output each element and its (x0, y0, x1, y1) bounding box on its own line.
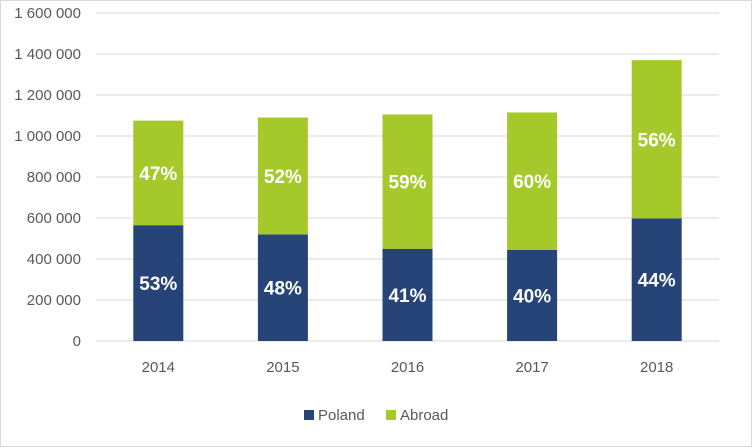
y-tick-label: 1 400 000 (14, 46, 81, 63)
data-label-abroad-2016: 59% (388, 173, 426, 194)
x-tick-label: 2015 (266, 359, 299, 376)
legend-swatch-abroad (386, 410, 396, 420)
bar-abroad-2017 (507, 112, 558, 250)
y-axis-ticks: 0 200 000 400 000 600 000 800 000 1 000 000 1 … (14, 5, 81, 350)
y-tick-label: 200 000 (27, 292, 81, 309)
data-label-poland-2017: 40% (513, 286, 551, 307)
y-tick-label: 1 200 000 (14, 87, 81, 104)
bar-poland-2015 (257, 234, 308, 341)
data-label-poland-2018: 44% (638, 271, 676, 292)
data-label-poland-2014: 53% (139, 274, 177, 295)
legend: Poland Abroad (304, 407, 448, 424)
x-tick-label: 2018 (640, 359, 673, 376)
bar-abroad-2018 (631, 60, 682, 219)
legend-label-abroad: Abroad (400, 407, 448, 424)
bar-poland-2014 (133, 225, 184, 341)
x-tick-label: 2014 (142, 359, 175, 376)
y-tick-label: 0 (73, 333, 81, 350)
x-tick-label: 2016 (391, 359, 424, 376)
y-tick-label: 1 000 000 (14, 128, 81, 145)
y-tick-label: 1 600 000 (14, 5, 81, 22)
bar-poland-2017 (507, 249, 558, 341)
y-tick-label: 600 000 (27, 210, 81, 227)
bar-abroad-2016 (382, 114, 433, 249)
data-label-poland-2015: 48% (264, 279, 302, 300)
x-axis-ticks: 2014 2015 2016 2017 2018 (142, 359, 674, 376)
y-tick-label: 400 000 (27, 251, 81, 268)
data-label-abroad-2017: 60% (513, 172, 551, 193)
legend-swatch-poland (304, 410, 314, 420)
legend-label-poland: Poland (318, 407, 365, 424)
data-label-poland-2016: 41% (388, 286, 426, 307)
x-tick-label: 2017 (515, 359, 548, 376)
bar-poland-2016 (382, 248, 433, 341)
data-label-abroad-2015: 52% (264, 167, 302, 188)
y-tick-label: 800 000 (27, 169, 81, 186)
bar-poland-2018 (631, 218, 682, 341)
data-label-abroad-2014: 47% (139, 164, 177, 185)
bars: 53% 47% 48% 52% 41% 59% 40% 60% 44% 56% (133, 60, 682, 341)
bar-abroad-2014 (133, 120, 184, 226)
data-label-abroad-2018: 56% (638, 130, 676, 151)
bar-abroad-2015 (257, 117, 308, 235)
